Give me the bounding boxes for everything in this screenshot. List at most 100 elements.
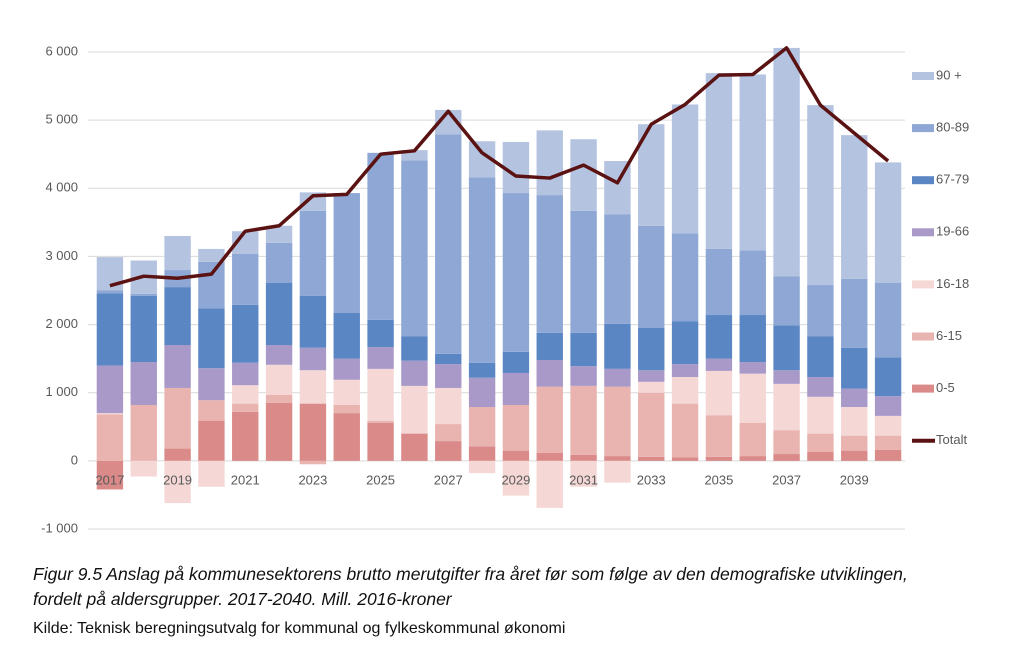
bar [841, 135, 868, 279]
bar [874, 435, 902, 450]
bar [502, 404, 530, 451]
bar [874, 357, 902, 397]
bar [299, 403, 327, 461]
bar [468, 377, 496, 408]
bar [96, 414, 124, 461]
y-tick-label: 6 000 [45, 43, 78, 58]
bar [671, 321, 699, 365]
bar [773, 325, 800, 371]
x-tick-label: 2035 [704, 472, 733, 487]
bar [333, 193, 360, 313]
bar [536, 452, 563, 461]
bar [96, 413, 124, 415]
bar [536, 460, 563, 508]
bar [841, 278, 868, 348]
x-tick-label: 2021 [231, 472, 260, 487]
x-tick-label: 2023 [298, 472, 327, 487]
bar [502, 351, 530, 373]
bar [671, 233, 699, 322]
bar [705, 370, 733, 416]
bar [265, 242, 293, 284]
bar [638, 456, 665, 461]
bar [232, 385, 259, 404]
y-tick-label: 4 000 [45, 180, 78, 195]
x-tick-label: 2037 [772, 472, 801, 487]
bar [638, 225, 665, 328]
legend-label: 19-66 [936, 224, 969, 239]
bar [299, 210, 327, 296]
bar [739, 456, 766, 461]
bar [570, 385, 597, 455]
bar [232, 403, 259, 412]
x-tick-label: 2031 [569, 472, 598, 487]
bar [502, 141, 530, 194]
legend-label: 6-15 [936, 328, 962, 343]
bar [435, 364, 462, 388]
bar [198, 248, 225, 262]
x-tick-label: 2025 [366, 472, 395, 487]
bar [739, 422, 766, 457]
bar [130, 362, 157, 405]
bar [468, 362, 496, 378]
legend-label: 80-89 [936, 120, 969, 135]
bar [130, 404, 157, 461]
bar [333, 379, 360, 405]
bar [638, 392, 665, 457]
legend-swatch [912, 72, 934, 80]
bar [671, 364, 699, 378]
x-tick-label: 2017 [95, 472, 124, 487]
caption: fordelt på aldersgrupper. 2017-2040. Mil… [33, 589, 452, 609]
bar [198, 400, 225, 421]
y-tick-label: 2 000 [45, 316, 78, 331]
bar [468, 407, 496, 447]
bar [604, 368, 631, 387]
legend-swatch [912, 228, 934, 237]
bar [265, 345, 293, 365]
bar [96, 365, 124, 414]
x-tick-label: 2027 [434, 472, 463, 487]
bar [401, 150, 428, 161]
legend-label: 67-79 [936, 172, 969, 187]
bar [401, 336, 428, 361]
chart: -1 000 0 1 000 2 000 3 000 4 000 5 000 6 000 201… [41, 43, 969, 535]
bar [671, 104, 699, 234]
bar [671, 457, 699, 461]
bar [739, 74, 766, 251]
bar [807, 285, 834, 337]
bar [232, 253, 259, 305]
bar [739, 373, 766, 423]
bar [604, 214, 631, 324]
bar [265, 402, 293, 461]
bar [570, 210, 597, 333]
bar [367, 152, 394, 320]
bar [164, 448, 191, 461]
bar [671, 377, 699, 404]
bar [807, 451, 834, 461]
bar [705, 456, 733, 461]
bar [841, 388, 868, 408]
legend-swatch [912, 124, 934, 133]
bar [232, 411, 259, 461]
bar [705, 415, 733, 457]
bar [96, 460, 124, 490]
bar [874, 396, 902, 416]
y-tick-label: 3 000 [45, 248, 78, 263]
legend-swatch [912, 280, 934, 289]
bar [604, 386, 631, 457]
bar [874, 283, 902, 358]
bar [570, 460, 597, 487]
bar [164, 345, 191, 388]
bar [874, 415, 902, 436]
bar [96, 290, 124, 294]
bar [401, 385, 428, 434]
bar [198, 460, 225, 487]
bar [638, 370, 665, 382]
x-tick-label: 2029 [501, 472, 530, 487]
bar [435, 134, 462, 354]
bar [773, 454, 800, 461]
bar [807, 336, 834, 378]
y-tick-label: -1 000 [41, 520, 78, 535]
bar [435, 441, 462, 461]
y-tick-label: 1 000 [45, 384, 78, 399]
